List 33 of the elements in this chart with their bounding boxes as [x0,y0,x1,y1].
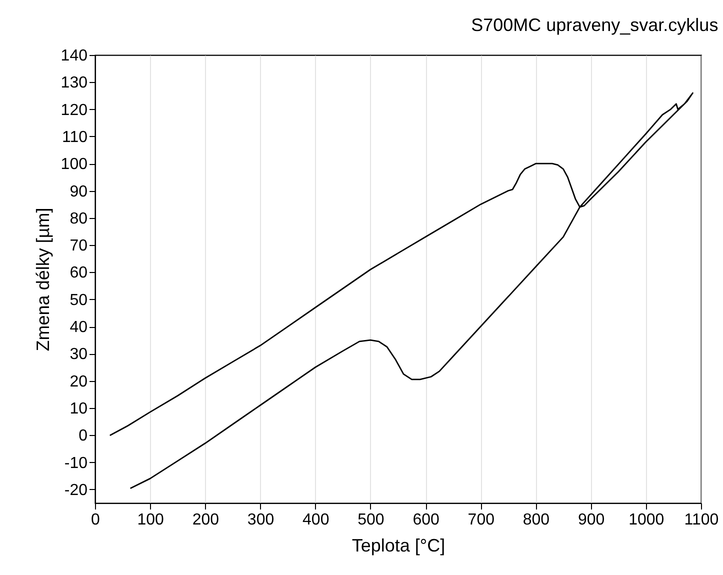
y-tick-label: 80 [70,210,88,228]
y-tick-label: 10 [70,400,88,418]
y-tick-label: 40 [70,319,88,336]
x-tick-label: 500 [358,512,384,528]
x-tick-label: 700 [468,512,495,528]
x-tick-label: 100 [137,512,164,528]
x-tick-label: 800 [522,512,550,528]
y-tick-label: 20 [70,373,88,390]
x-tick-label: 0 [91,512,100,528]
x-tick-label: 900 [578,512,605,528]
x-axis-title: Teplota [°C] [352,536,446,556]
y-tick-label: 70 [70,238,88,255]
y-tick-label: 60 [70,264,88,282]
y-tick-label: 30 [70,346,88,364]
y-tick-label: 110 [62,128,88,146]
x-tick-label: 300 [247,512,274,528]
y-tick-label: 120 [60,102,88,119]
x-tick-label: 600 [412,512,440,528]
y-tick-label: 130 [60,74,88,92]
y-tick-label: 140 [60,48,88,64]
x-tick-label: 1000 [628,512,664,528]
x-tick-label: 400 [302,512,330,528]
chart-title: S700MC upraveny_svar.cyklus [471,15,718,35]
y-tick-label: 90 [70,183,88,200]
y-tick-label: -10 [64,454,88,472]
x-tick-label: 1100 [684,512,719,528]
y-tick-label: 50 [70,292,88,309]
x-tick-label: 200 [192,512,220,528]
y-tick-label: 0 [78,428,88,445]
line-series [110,92,694,489]
y-tick-label: -20 [64,482,88,499]
y-tick-label: 100 [60,156,88,174]
y-axis-title: Zmena délky [µm] [32,208,53,352]
